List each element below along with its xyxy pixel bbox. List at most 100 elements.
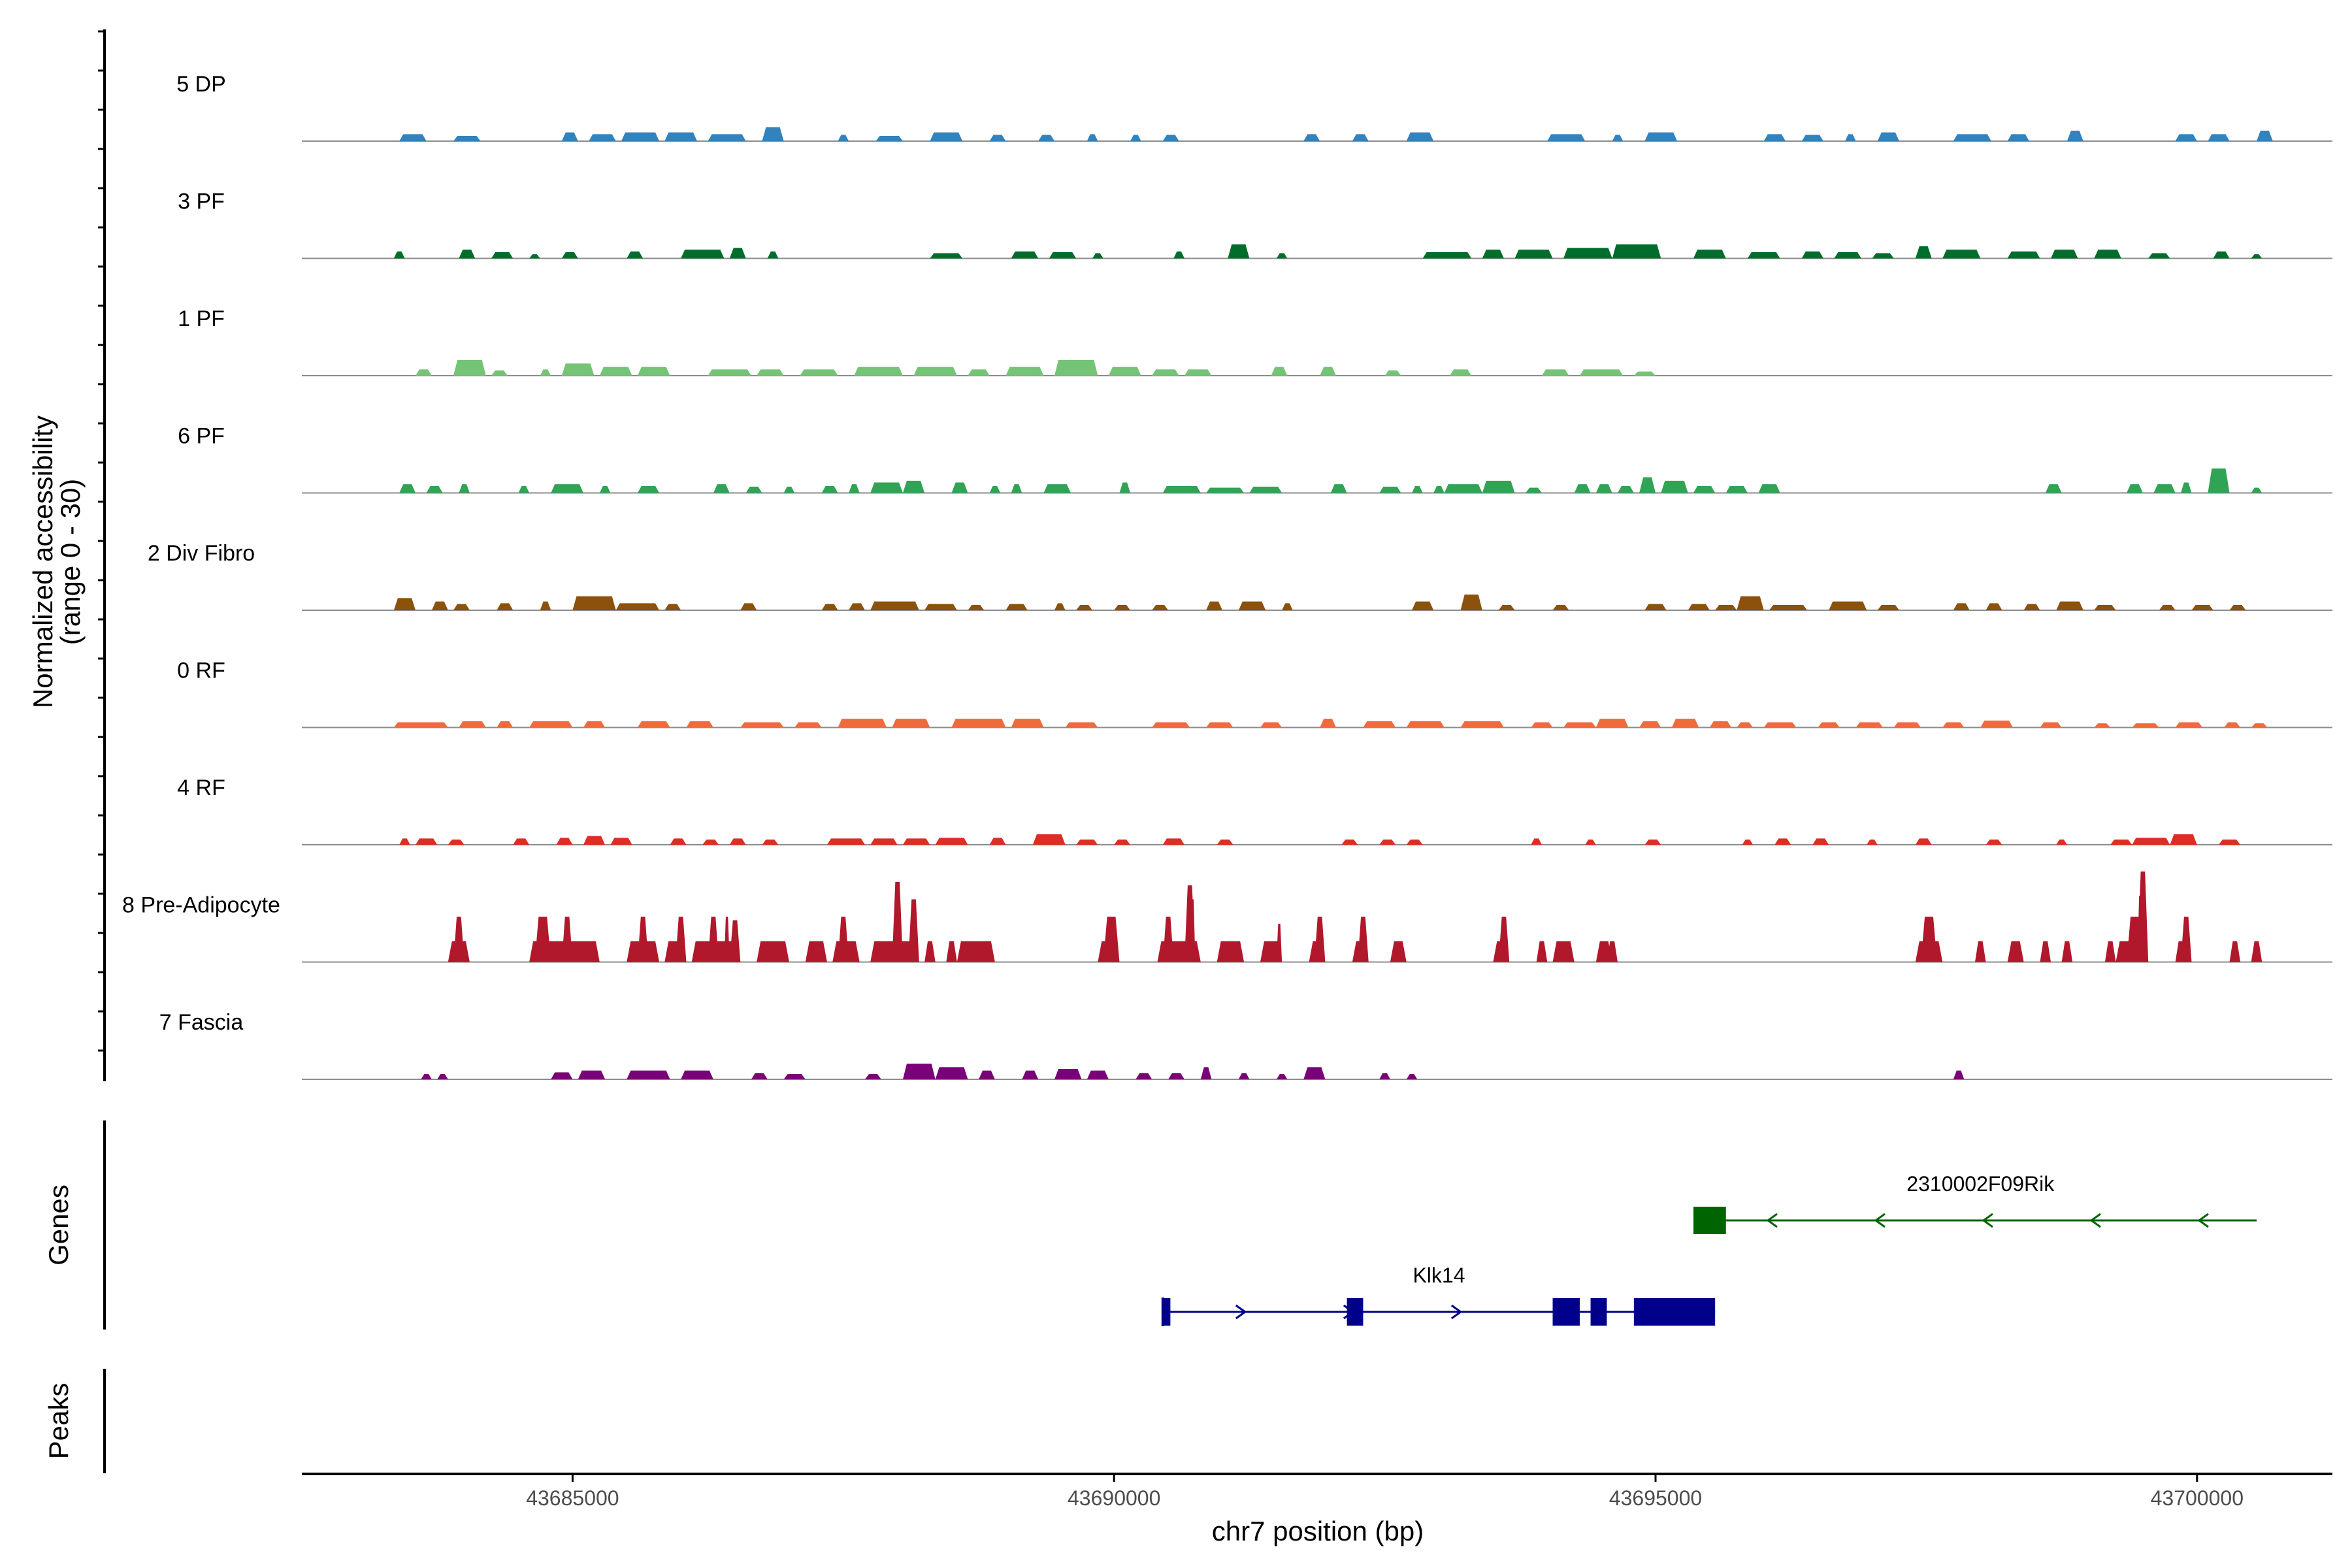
coverage-peak	[2110, 840, 2132, 845]
track-label: 3 PF	[178, 189, 225, 214]
exon	[1590, 1298, 1607, 1326]
coverage-peak	[686, 721, 713, 728]
coverage-peak	[453, 360, 486, 376]
coverage-peak	[1341, 840, 1358, 845]
coverage-peak	[751, 1073, 768, 1079]
coverage-peak	[1135, 1073, 1152, 1079]
strand-arrow-icon	[1766, 1213, 1778, 1228]
coverage-peak	[1942, 250, 1981, 259]
track-7-fascia: 7 Fascia	[159, 1010, 2332, 1080]
coverage-peak	[708, 917, 719, 962]
coverage-peak	[1693, 250, 1726, 259]
coverage-peak	[1152, 369, 1179, 376]
coverage-peak	[2153, 484, 2176, 493]
coverage-peak	[1579, 369, 1624, 376]
coverage-peak	[2056, 840, 2067, 845]
coverage-peak	[1737, 722, 1754, 728]
track-4-rf: 4 RF	[177, 776, 2332, 845]
coverage-peak	[2094, 250, 2121, 259]
coverage-peak	[2213, 251, 2230, 259]
coverage-peak	[1011, 251, 1039, 259]
coverage-peak	[416, 369, 432, 376]
x-axis-ticks: 43685000 43690000 43695000 43700000	[526, 1474, 2244, 1510]
coverage-peak	[2148, 253, 2170, 259]
coverage-peak	[1498, 917, 1510, 962]
coverage-peak	[1352, 134, 1369, 141]
coverage-peak	[1206, 601, 1222, 610]
x-tick-label: 43695000	[1609, 1486, 1702, 1510]
coverage-peak	[1206, 722, 1233, 728]
coverage-peak	[453, 604, 470, 610]
coverage-peak	[1563, 722, 1596, 728]
coverage-peak	[1049, 252, 1077, 259]
coverage-peak	[1763, 722, 1797, 728]
coverage-peak	[1217, 941, 1245, 962]
coverage-peak	[989, 838, 1006, 845]
coverage-peak	[399, 134, 427, 141]
coverage-peak	[681, 250, 725, 259]
coverage-peak	[821, 485, 838, 493]
x-tick-label: 43685000	[526, 1486, 619, 1510]
coverage-peak	[540, 369, 551, 376]
coverage-peak	[740, 603, 757, 610]
coverage-peak	[431, 601, 448, 610]
coverage-peak	[1541, 369, 1569, 376]
coverage-peak	[599, 367, 632, 376]
coverage-peak	[1422, 252, 1472, 259]
coverage-peak	[1536, 941, 1548, 962]
coverage-peak	[599, 485, 611, 493]
coverage-peak	[968, 369, 990, 376]
coverage-peak	[1633, 371, 1656, 376]
coverage-peak	[2251, 723, 2268, 728]
coverage-peak	[1217, 840, 1233, 845]
coverage-peak	[1985, 603, 2002, 610]
coverage-peak	[2251, 487, 2262, 493]
coverage-peak	[908, 899, 919, 962]
coverage-peak	[838, 135, 849, 141]
coverage-peak	[2094, 723, 2111, 728]
coverage-peak	[794, 722, 822, 728]
coverage-peak	[1384, 370, 1401, 376]
coverage-peak	[762, 840, 779, 845]
coverage-peak	[681, 1070, 713, 1079]
exon	[1693, 1207, 1726, 1234]
coverage-peak	[805, 941, 827, 962]
exon	[1347, 1298, 1364, 1326]
coverage-peak	[1498, 605, 1515, 610]
coverage-peak	[1872, 253, 1894, 259]
coverage-peak	[740, 722, 784, 728]
coverage-peak	[1867, 840, 1878, 845]
coverage-peak	[1238, 601, 1266, 610]
coverage-peak	[1742, 840, 1754, 845]
coverage-peak	[930, 132, 963, 141]
x-axis-title: chr7 position (bp)	[1212, 1516, 1424, 1546]
coverage-peak	[615, 603, 660, 610]
coverage-peak	[902, 480, 925, 493]
coverage-peak	[1763, 134, 1786, 141]
coverage-peak	[1460, 595, 1482, 610]
coverage-peak	[913, 367, 957, 376]
coverage-peak	[892, 719, 930, 728]
track-3-pf: 3 PF	[178, 189, 2332, 259]
track-label: 1 PF	[178, 306, 225, 331]
coverage-peak	[2104, 941, 2116, 962]
coverage-peak	[1985, 840, 2002, 845]
coverage-peak	[1412, 485, 1423, 493]
coverage-peak	[1005, 604, 1028, 610]
coverage-peak	[930, 253, 963, 259]
coverage-peak	[1855, 722, 1884, 728]
track-1-pf: 1 PF	[178, 306, 2332, 376]
coverage-peak	[783, 486, 795, 493]
coverage-peak	[497, 721, 514, 728]
coverage-peak	[1980, 720, 2014, 728]
coverage-peak	[1184, 369, 1212, 376]
coverage-peak	[399, 484, 416, 493]
coverage-peak	[1661, 480, 1688, 493]
coverage-peak	[1005, 367, 1044, 376]
coverage-peak	[870, 601, 919, 610]
coverage-peak	[924, 941, 936, 962]
coverage-peak	[1320, 719, 1337, 728]
coverage-peak	[1433, 485, 1445, 493]
strand-arrow-icon	[1982, 1213, 1993, 1228]
coverage-peak	[491, 252, 514, 259]
